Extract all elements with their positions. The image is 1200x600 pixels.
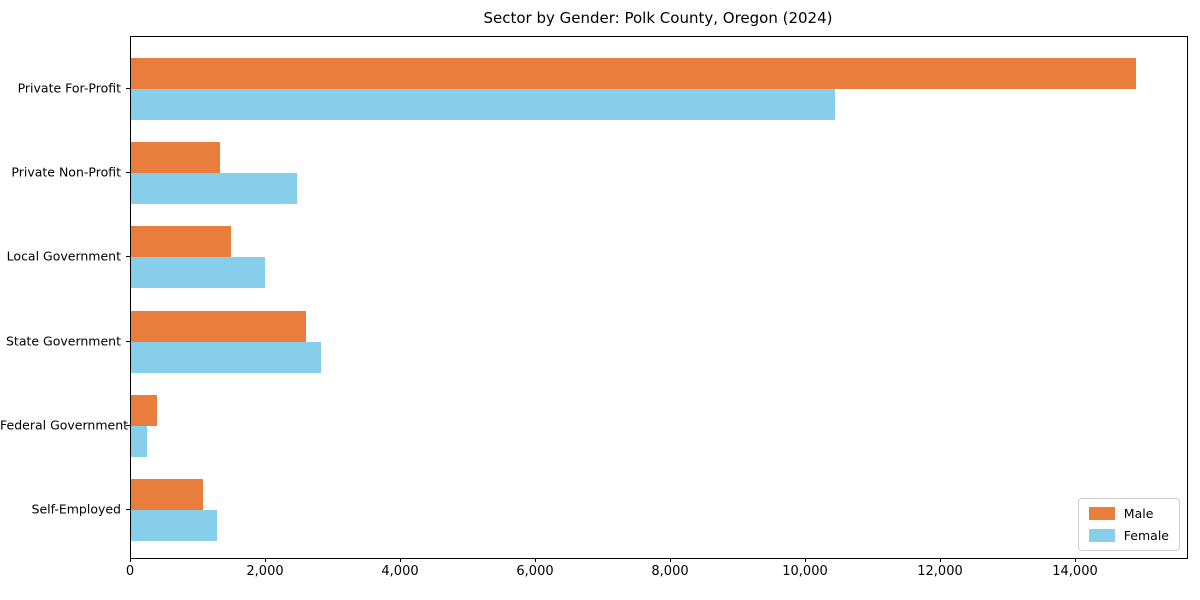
bar-female-self-employed: [131, 510, 217, 541]
bar-male-local-government: [131, 226, 231, 258]
legend-label-female: Female: [1123, 528, 1169, 543]
y-tick-label-state-government: State Government: [5, 333, 121, 349]
x-tick-label-4000: 4,000: [381, 564, 419, 579]
x-tick-label-10000: 10,000: [782, 564, 828, 579]
x-tick-mark: [1075, 558, 1076, 562]
bar-female-local-government: [131, 257, 265, 289]
bar-female-state-government: [131, 341, 321, 373]
x-tick-mark: [940, 558, 941, 562]
chart-title: Sector by Gender: Polk County, Oregon (2…: [483, 9, 833, 27]
legend-entry-female: Female: [1088, 528, 1169, 543]
legend-swatch-female: [1088, 529, 1115, 542]
bar-female-private-non-profit: [131, 173, 297, 205]
bar-male-federal-government: [131, 394, 157, 426]
legend-swatch-male: [1088, 507, 1115, 520]
bar-male-private-non-profit: [131, 142, 220, 174]
x-tick-mark: [535, 558, 536, 562]
y-tick-mark: [126, 340, 130, 342]
legend-entry-male: Male: [1088, 506, 1169, 521]
x-tick-mark: [400, 558, 401, 562]
x-tick-label-12000: 12,000: [917, 564, 963, 579]
x-tick-label-14000: 14,000: [1052, 564, 1098, 579]
y-tick-mark: [126, 172, 130, 174]
plot-area: Male Female: [130, 36, 1188, 559]
y-tick-label-self-employed: Self-Employed: [31, 501, 121, 517]
y-tick-mark: [126, 509, 130, 510]
x-tick-label-6000: 6,000: [516, 564, 554, 579]
x-tick-mark: [130, 558, 131, 562]
y-tick-label-private-non-profit: Private Non-Profit: [11, 164, 121, 180]
y-tick-mark: [126, 256, 130, 258]
bar-female-federal-government: [131, 425, 147, 457]
bar-male-state-government: [131, 310, 306, 342]
bar-male-private-for-profit: [131, 58, 1136, 89]
legend-label-male: Male: [1123, 506, 1154, 521]
y-tick-mark: [126, 424, 130, 426]
x-tick-label-8000: 8,000: [651, 564, 689, 579]
x-tick-mark: [265, 558, 266, 562]
x-tick-mark: [670, 558, 671, 562]
y-tick-label-local-government: Local Government: [6, 248, 121, 264]
y-tick-mark: [126, 88, 130, 89]
y-tick-label-private-for-profit: Private For-Profit: [17, 80, 121, 96]
x-tick-label-2000: 2,000: [246, 564, 284, 579]
x-tick-mark: [805, 558, 806, 562]
x-tick-label-0: 0: [125, 564, 135, 579]
bar-male-self-employed: [131, 479, 203, 510]
y-tick-label-federal-government: Federal Government: [0, 417, 129, 433]
bar-female-private-for-profit: [131, 89, 835, 120]
legend: Male Female: [1077, 498, 1180, 551]
